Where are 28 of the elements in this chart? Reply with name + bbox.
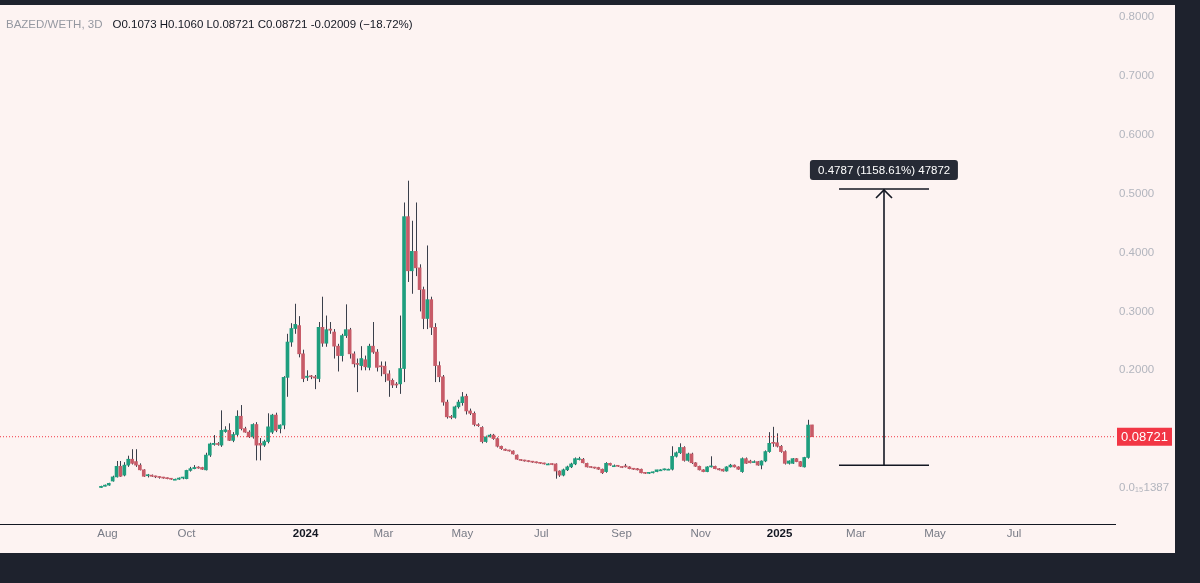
candlestick: [274, 412, 278, 433]
y-tick-label: 0.7000: [1119, 69, 1155, 82]
candlestick: [409, 220, 414, 295]
y-tick-label: 0.0₁₅1387: [1119, 481, 1170, 494]
candlestick: [266, 412, 270, 444]
x-tick-label: 2024: [292, 527, 320, 540]
y-tick-label: 0.4000: [1119, 245, 1155, 258]
ref-line-label: 0.08721: [1121, 428, 1168, 444]
y-tick-label: 0.8000: [1119, 10, 1155, 23]
y-tick-label: 0.6000: [1119, 127, 1155, 140]
x-tick-label: May: [451, 527, 474, 540]
x-tick-label: Nov: [690, 527, 712, 540]
y-tick-label: 0.5000: [1119, 186, 1155, 199]
chart-title: BAZED/WETH, 3D: [6, 18, 103, 30]
y-tick-label: 0.2000: [1119, 363, 1155, 376]
x-tick-label: 2025: [766, 527, 793, 540]
annotation: 0.4787 (1158.61%) 47872: [810, 160, 959, 181]
x-tick-label: Sep: [611, 527, 632, 540]
y-tick-label: 0.3000: [1119, 304, 1155, 317]
x-tick-label: Mar: [846, 527, 867, 540]
x-tick-label: May: [924, 527, 947, 540]
annotation: O0.1073 H0.1060 L0.08721 C0.08721 -0.02009 (−18.72%): [112, 18, 413, 30]
x-tick-label: Aug: [97, 527, 118, 540]
x-tick-label: Jul: [1006, 527, 1022, 540]
candlestick: [239, 404, 243, 431]
x-tick-label: Mar: [373, 527, 394, 540]
x-tick-label: Oct: [177, 527, 197, 540]
x-tick-label: Jul: [533, 527, 549, 540]
